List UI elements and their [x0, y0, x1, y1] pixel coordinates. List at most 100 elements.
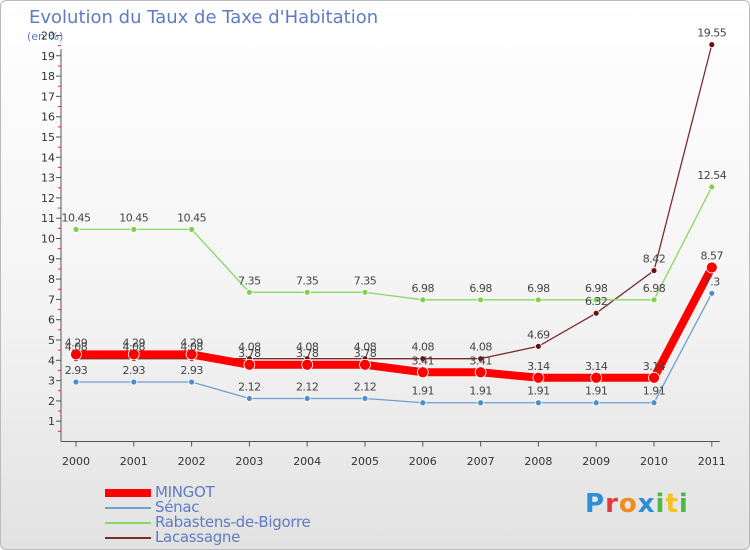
y-tick-label: 16	[41, 111, 55, 124]
logo-letter: i	[655, 489, 666, 519]
legend-swatch	[105, 506, 151, 509]
data-label-rabastens-de-bigorre: 6.98	[412, 282, 435, 295]
data-label-mingot: 3.14	[585, 360, 608, 373]
data-label-rabastens-de-bigorre: 7.35	[296, 274, 319, 287]
data-label-mingot: 8.57	[701, 250, 724, 263]
data-point-rabastens-de-bigorre	[245, 288, 253, 296]
data-label-rabastens-de-bigorre: 12.54	[697, 169, 726, 182]
series-line-lacassagne	[76, 44, 713, 360]
data-label-rabastens-de-bigorre: 7.35	[354, 274, 377, 287]
data-label-lacassagne: 4.69	[527, 328, 550, 341]
data-label-s-nac: 1.91	[585, 385, 608, 398]
series-line-mingot	[76, 265, 716, 382]
y-tick-label: 14	[41, 151, 55, 164]
data-point-lacassagne	[477, 355, 485, 363]
data-label-lacassagne: 8.42	[643, 253, 666, 266]
data-point-mingot	[532, 371, 545, 384]
data-label-lacassagne: 6.32	[585, 295, 608, 308]
x-tick-label: 2004	[293, 455, 321, 468]
data-label-rabastens-de-bigorre: 6.98	[527, 282, 550, 295]
data-point-s-nac	[72, 378, 80, 386]
data-label-lacassagne: 4.08	[412, 341, 435, 354]
data-point-rabastens-de-bigorre	[361, 288, 369, 296]
data-label-mingot: 3.14	[643, 360, 666, 373]
proxiti-logo: Proxiti	[585, 489, 689, 519]
data-label-rabastens-de-bigorre: 10.45	[62, 211, 91, 224]
data-label-mingot: 3.78	[238, 347, 261, 360]
data-point-s-nac	[303, 395, 311, 402]
y-tick-label: 13	[41, 172, 55, 185]
y-tick-label: 20	[41, 30, 55, 43]
y-tick-label: 18	[41, 70, 55, 83]
data-point-s-nac	[535, 399, 542, 407]
data-point-s-nac	[361, 395, 369, 402]
logo-letter: r	[605, 489, 619, 519]
series-line-rabastens-de-bigorre	[76, 186, 713, 301]
data-label-lacassagne: 4.08	[180, 341, 203, 354]
data-label-mingot: 4.29	[123, 336, 146, 349]
data-point-s-nac	[592, 399, 600, 407]
logo-letter: x	[637, 489, 656, 519]
y-tick-label: 12	[41, 192, 55, 205]
y-tick-label: 2	[48, 395, 55, 408]
legend-label: MINGOT	[155, 483, 215, 501]
data-label-s-nac: 1.91	[469, 385, 492, 398]
data-point-s-nac	[188, 378, 196, 386]
legend-item-mingot: MINGOT	[105, 485, 310, 500]
data-label-lacassagne: 4.08	[469, 341, 492, 354]
data-point-mingot	[127, 348, 140, 361]
data-point-rabastens-de-bigorre	[650, 296, 658, 304]
x-tick-label: 2005	[351, 455, 379, 468]
data-label-rabastens-de-bigorre: 6.98	[585, 282, 608, 295]
data-label-s-nac: 2.93	[65, 364, 88, 377]
legend-label: Sénac	[155, 498, 200, 516]
data-point-mingot	[590, 371, 603, 384]
data-point-rabastens-de-bigorre	[477, 296, 485, 304]
data-point-mingot	[648, 371, 660, 384]
y-tick-label: 19	[41, 50, 55, 63]
data-label-s-nac: 1.91	[412, 385, 435, 398]
data-point-mingot	[359, 358, 371, 371]
data-label-rabastens-de-bigorre: 10.45	[119, 211, 148, 224]
data-point-lacassagne	[419, 355, 427, 363]
data-point-lacassagne	[650, 267, 658, 274]
legend-item-s-nac: Sénac	[105, 500, 310, 515]
data-point-s-nac	[245, 395, 253, 402]
x-tick-label: 2011	[698, 455, 726, 468]
data-label-s-nac: 2.12	[354, 380, 377, 393]
data-point-lacassagne	[592, 309, 600, 317]
data-label-lacassagne: 4.08	[123, 341, 146, 354]
data-point-s-nac	[650, 399, 658, 407]
data-point-rabastens-de-bigorre	[72, 225, 80, 233]
y-tick-label: 9	[48, 253, 55, 266]
y-tick-label: 4	[48, 354, 55, 367]
data-label-s-nac: 2.12	[238, 380, 261, 393]
data-point-mingot	[705, 261, 718, 274]
legend-label: Rabastens-de-Bigorre	[155, 513, 311, 531]
logo-letter: i	[678, 489, 689, 519]
chart-title: Evolution du Taux de Taxe d'Habitation	[29, 7, 379, 28]
legend-item-lacassagne: Lacassagne	[105, 530, 310, 545]
data-point-mingot	[416, 366, 429, 379]
logo-letter: o	[618, 489, 638, 519]
legend: MINGOT Sénac Rabastens-de-Bigorre Lacassagn…	[105, 485, 311, 545]
series-line-s-nac	[76, 293, 713, 404]
data-label-lacassagne: 4.08	[238, 341, 261, 354]
data-point-lacassagne	[708, 41, 716, 49]
data-point-rabastens-de-bigorre	[708, 183, 716, 191]
data-point-mingot	[70, 348, 82, 361]
x-tick-label: 2009	[582, 455, 610, 468]
y-tick-label: 8	[48, 273, 55, 286]
data-point-rabastens-de-bigorre	[535, 296, 542, 304]
data-point-mingot	[243, 358, 256, 371]
legend-swatch	[105, 521, 151, 524]
y-tick-label: 3	[48, 375, 55, 388]
data-point-s-nac	[708, 289, 716, 297]
data-point-rabastens-de-bigorre	[592, 296, 600, 304]
data-label-mingot: 3.78	[354, 347, 377, 360]
data-label-lacassagne: 4.08	[65, 341, 88, 354]
x-tick-label: 2008	[524, 455, 552, 468]
legend-label: Lacassagne	[155, 528, 241, 546]
